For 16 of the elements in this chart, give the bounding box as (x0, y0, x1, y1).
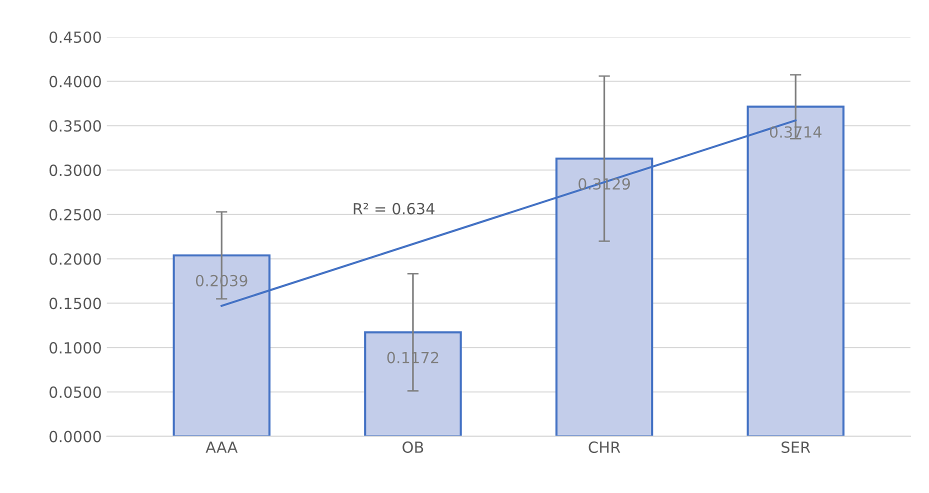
y-tick-label: 0.1000 (50, 342, 101, 354)
y-tick-label: 0.4000 (50, 76, 101, 88)
annotation: R² = 0.634 (354, 202, 434, 214)
x-tick-label: CHR (588, 441, 620, 453)
y-tick-label: 0.4500 (50, 31, 101, 43)
y-tick-label: 0.3500 (50, 120, 101, 132)
x-tick-label: OB (402, 441, 424, 453)
y-tick-label: 0.1500 (50, 298, 101, 310)
y-tick-label: 0.0500 (50, 386, 101, 398)
y-tick-label: 0.2000 (50, 253, 101, 265)
y-tick-label: 0.2500 (50, 208, 101, 220)
y-tick-label: 0.3000 (50, 164, 101, 176)
x-tick-label: AAA (206, 442, 238, 453)
x-tick-label: SER (782, 441, 810, 453)
bar (364, 331, 462, 436)
y-tick-label: 0.0000 (50, 430, 101, 442)
